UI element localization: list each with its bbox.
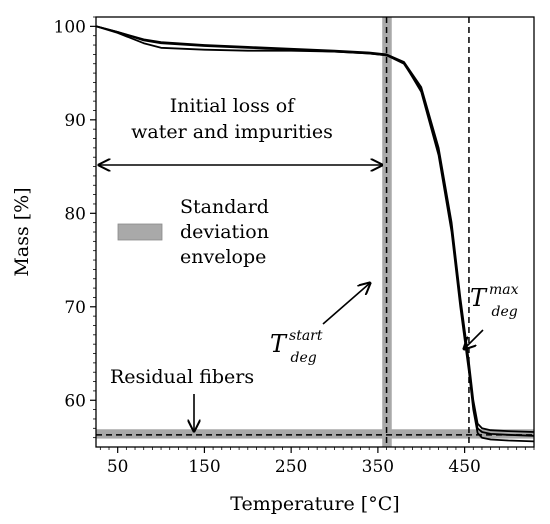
t-start-arrow	[322, 283, 370, 325]
t-start-superscript: start	[289, 328, 323, 344]
legend-label-line2: deviation	[180, 221, 269, 243]
x-axis-label: Temperature [°C]	[230, 493, 399, 515]
initial-loss-line2: water and impurities	[131, 121, 333, 143]
x-tick-label: 250	[275, 457, 307, 477]
legend-label-line1: Standard	[180, 196, 269, 218]
reference-lines	[96, 17, 534, 447]
y-tick-label: 100	[54, 17, 86, 37]
x-tick-label: 150	[188, 457, 220, 477]
y-tick-label: 90	[64, 111, 86, 131]
annotations: Initial loss of water and impurities Sta…	[99, 95, 519, 431]
x-tick-label: 350	[362, 457, 394, 477]
x-tick-label: 50	[107, 457, 129, 477]
y-tick-label: 80	[64, 204, 86, 224]
residual-band	[96, 429, 534, 439]
t-max-superscript: max	[489, 282, 519, 298]
t-start-symbol: T	[270, 330, 288, 358]
y-axis-label: Mass [%]	[11, 187, 33, 276]
y-tick-label: 60	[64, 391, 86, 411]
initial-loss-line1: Initial loss of	[170, 95, 296, 117]
axes: 50 150 250 350 450 60 70 80 90 100 Temperature [°C…	[11, 16, 535, 515]
legend-swatch	[117, 223, 163, 241]
residual-fibers-label: Residual fibers	[110, 366, 254, 388]
t-max-symbol: T	[470, 284, 488, 312]
t-max-subscript: deg	[492, 304, 518, 320]
t-max-arrow	[464, 329, 484, 349]
x-tick-label: 450	[448, 457, 480, 477]
series-line-1	[95, 25, 535, 433]
y-tick-label: 70	[64, 298, 86, 318]
t-start-subscript: deg	[291, 350, 317, 366]
legend-label-line3: envelope	[180, 246, 266, 268]
